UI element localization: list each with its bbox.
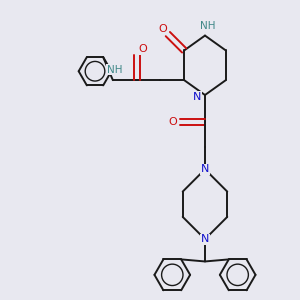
Text: NH: NH (200, 21, 216, 31)
Text: O: O (168, 117, 177, 127)
Text: O: O (158, 24, 167, 34)
Text: N: N (194, 92, 202, 101)
Text: N: N (201, 164, 209, 174)
Text: N: N (201, 234, 209, 244)
Text: NH: NH (106, 65, 122, 75)
Text: O: O (139, 44, 148, 54)
